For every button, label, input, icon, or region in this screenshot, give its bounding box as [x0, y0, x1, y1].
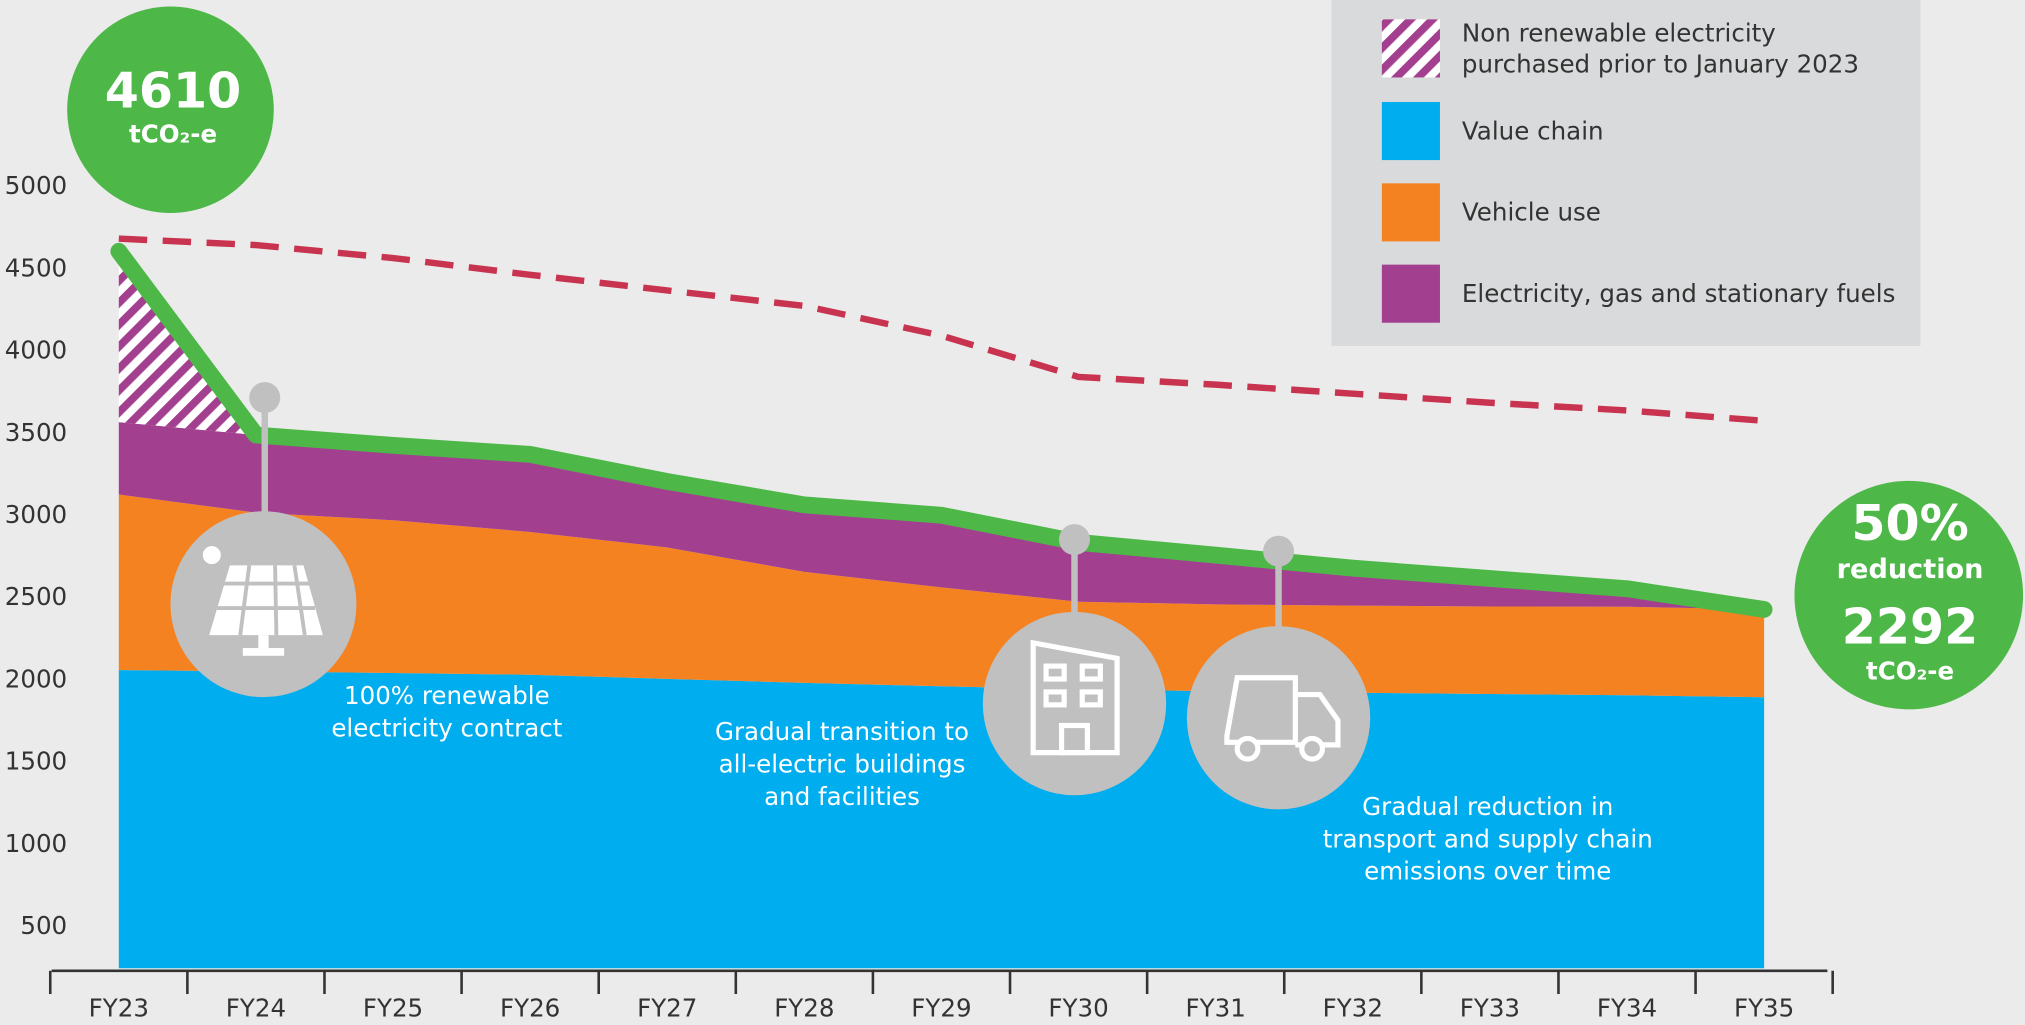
annotation: all-electric buildings [719, 750, 966, 779]
y-tick-label: 500 [20, 911, 67, 940]
x-tick-label: FY28 [774, 994, 834, 1023]
legend-text: Electricity, gas and stationary fuels [1461, 279, 1896, 308]
x-tick-label: FY30 [1048, 994, 1108, 1023]
legend-text: Vehicle use [1461, 198, 1601, 227]
y-tick-label: 1000 [5, 829, 67, 858]
x-tick-label: FY23 [89, 994, 149, 1023]
legend-swatch [1381, 183, 1440, 242]
badge-text: 2292 [1842, 597, 1979, 655]
annotation: emissions over time [1364, 857, 1611, 886]
annotation: 100% renewable [344, 681, 550, 710]
y-tick-label: 2000 [5, 664, 67, 693]
legend-label: Non renewable electricity purchased prio… [1461, 18, 1860, 79]
area [118, 494, 1765, 698]
total-outline [110, 242, 1773, 618]
x-tick-label: FY25 [363, 994, 423, 1023]
legend-text: Non renewable electricity purchased prio… [1461, 18, 1860, 79]
y-tick-label: 4500 [5, 253, 67, 282]
x-tick-label: FY32 [1323, 994, 1383, 1023]
legend-label: Value chain [1461, 116, 1604, 146]
annotation: Gradual transition to [715, 717, 969, 746]
annotation: transport and supply chain [1323, 824, 1653, 853]
badge-text: tCO₂-e [1866, 657, 1954, 686]
legend-swatch [1381, 101, 1440, 161]
legend: Non renewable electricity purchased prio… [1331, 0, 1921, 346]
annotation: Gradual reduction in [1362, 792, 1613, 821]
legend-swatch [1381, 264, 1440, 323]
y-tick-label: 5000 [5, 171, 67, 200]
legend-text: Value chain [1461, 116, 1604, 146]
y-tick-label: 4000 [5, 336, 67, 365]
badge-value: 4610 [105, 62, 242, 120]
badge-text: 50% [1851, 494, 1968, 552]
badge-unit: tCO₂-e [129, 120, 217, 149]
legend-swatch [1381, 19, 1440, 78]
x-tick-label: FY26 [500, 994, 560, 1023]
start-badge [67, 6, 274, 214]
x-tick-label: FY35 [1734, 994, 1794, 1023]
annotation: and facilities [764, 782, 920, 811]
y-tick-label: 2500 [5, 582, 67, 611]
reference-line [118, 235, 1765, 425]
legend-label: Electricity, gas and stationary fuels [1461, 279, 1896, 308]
x-tick-label: FY27 [637, 994, 697, 1023]
x-tick-label: FY31 [1186, 994, 1246, 1023]
y-tick-label: 1500 [5, 747, 67, 776]
y-tick-label: 3000 [5, 500, 67, 529]
x-tick-label: FY33 [1460, 994, 1520, 1023]
annotation: electricity contract [331, 713, 562, 742]
badge-text: reduction [1837, 554, 1984, 585]
x-tick-label: FY24 [226, 994, 286, 1023]
x-tick-label: FY34 [1597, 994, 1657, 1023]
legend-label: Vehicle use [1461, 198, 1601, 227]
icons [170, 382, 1371, 810]
x-tick-label: FY29 [911, 994, 971, 1023]
y-tick-label: 3500 [5, 418, 67, 447]
